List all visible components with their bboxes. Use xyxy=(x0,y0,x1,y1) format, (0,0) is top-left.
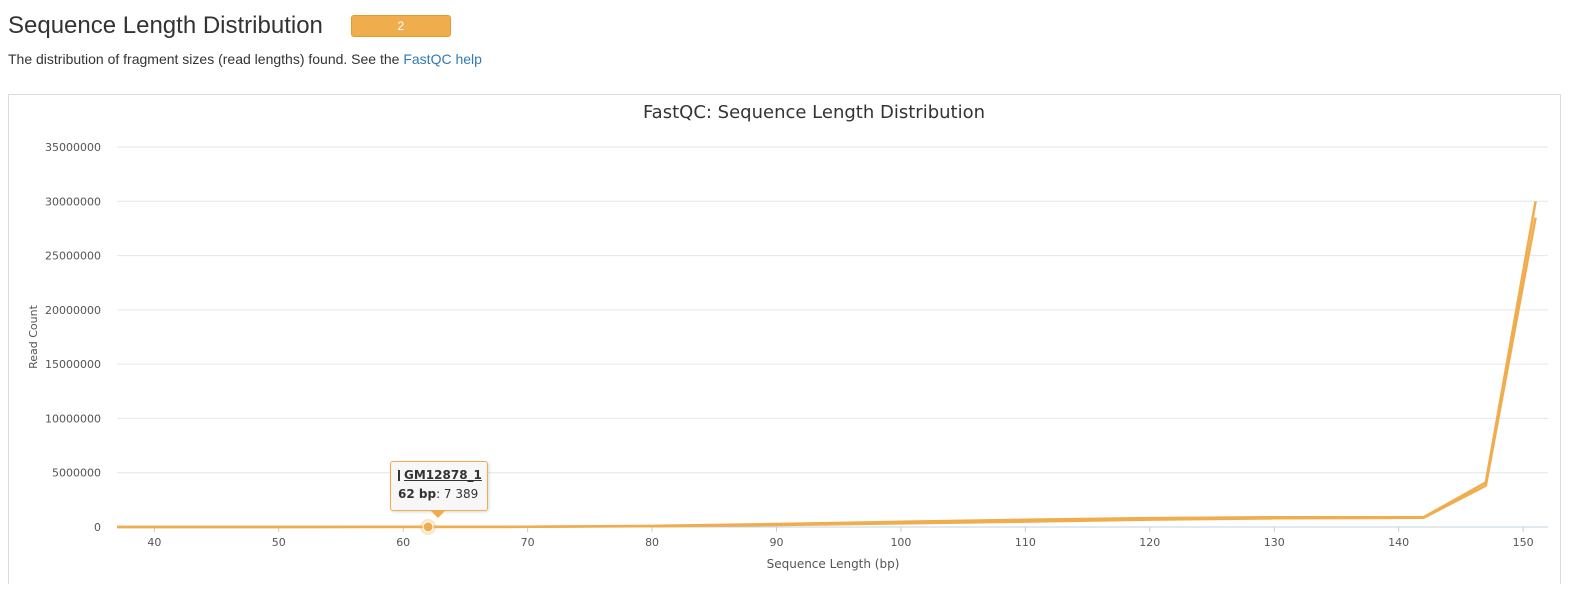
x-tick-label: 90 xyxy=(770,536,784,549)
x-tick-label: 110 xyxy=(1015,536,1036,549)
axes: 0 5000000 10000000 15000000 20000000 25000000… xyxy=(45,141,1534,549)
tooltip-series-name[interactable]: GM12878_1 xyxy=(404,468,482,482)
grid-lines xyxy=(117,146,1548,528)
chart-container xyxy=(8,94,1561,584)
chart-tooltip: GM12878_1 62 bp: 7 389 xyxy=(390,461,488,511)
description-text: The distribution of fragment sizes (read… xyxy=(8,51,404,67)
highlight-markers xyxy=(420,518,437,535)
fastqc-help-link[interactable]: FastQC help xyxy=(403,51,482,67)
section-description: The distribution of fragment sizes (read… xyxy=(8,51,482,67)
x-tick-label: 150 xyxy=(1513,536,1534,549)
tooltip-x-value: 62 bp xyxy=(398,487,437,501)
tooltip-arrow-icon xyxy=(430,510,446,518)
x-tick-label: 130 xyxy=(1264,536,1285,549)
y-tick-label: 20000000 xyxy=(45,304,101,317)
y-tick-label: 25000000 xyxy=(45,250,101,263)
x-axis-label: Sequence Length (bp) xyxy=(767,557,900,571)
series-line-2 xyxy=(117,217,1537,529)
x-tick-label: 80 xyxy=(645,536,659,549)
y-tick-label: 35000000 xyxy=(45,141,101,154)
y-tick-label: 10000000 xyxy=(45,412,101,425)
x-tick-label: 140 xyxy=(1388,536,1409,549)
x-tick-label: 120 xyxy=(1139,536,1160,549)
x-tick-label: 60 xyxy=(396,536,410,549)
x-tick-label: 100 xyxy=(890,536,911,549)
y-tick-label: 0 xyxy=(94,521,101,534)
header: Sequence Length Distribution 2 xyxy=(8,8,451,44)
y-tick-label: 5000000 xyxy=(52,467,101,480)
highlight-point xyxy=(422,521,434,533)
series-swatch-icon xyxy=(398,469,400,481)
tooltip-y-value: : 7 389 xyxy=(436,487,479,501)
x-tick-label: 70 xyxy=(521,536,535,549)
y-tick-label: 15000000 xyxy=(45,358,101,371)
status-badge[interactable]: 2 xyxy=(350,15,451,37)
chart-title: FastQC: Sequence Length Distribution xyxy=(643,102,985,123)
x-tick-label: 40 xyxy=(147,536,161,549)
x-tick-label: 50 xyxy=(272,536,286,549)
y-tick-label: 30000000 xyxy=(45,195,101,208)
page-title: Sequence Length Distribution xyxy=(8,12,323,39)
y-axis-label: Read Count xyxy=(27,304,40,368)
